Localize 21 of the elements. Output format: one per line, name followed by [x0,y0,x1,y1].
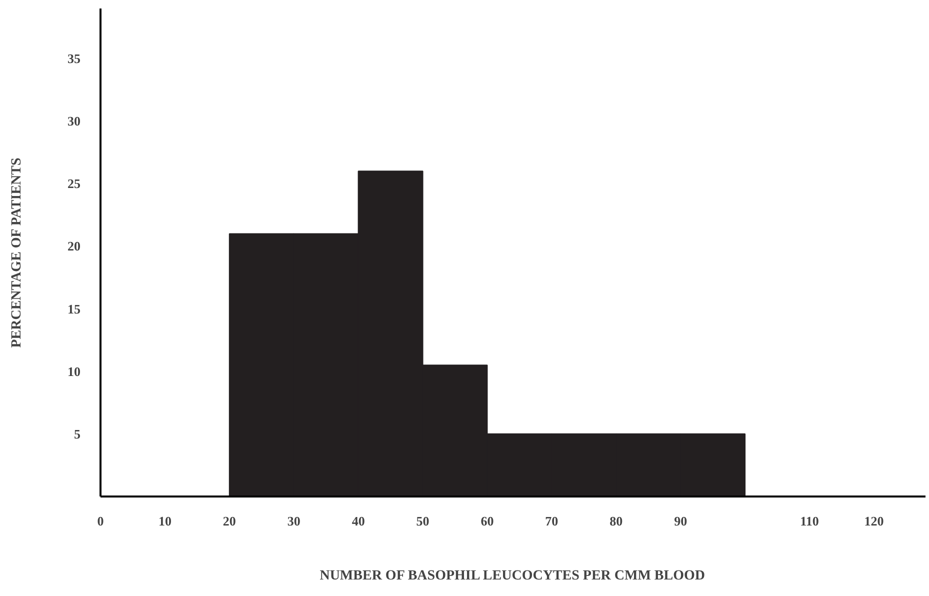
y-tick-label: 5 [74,426,81,442]
x-tick-label: 110 [800,514,819,528]
y-tick-label: 10 [68,364,80,379]
x-tick-label: 70 [545,514,558,528]
x-tick-label: 60 [480,514,494,528]
y-tick-label: 20 [68,238,80,254]
y-tick-label: 35 [68,51,81,66]
x-tick-label: 40 [352,514,365,528]
x-tick-label: 10 [158,514,172,528]
x-tick-label: 50 [416,514,430,528]
x-tick-label: 20 [222,514,236,528]
x-tick-label: 0 [97,514,104,528]
y-tick-label: 30 [68,114,80,129]
x-axis-title: NUMBER OF BASOPHIL LEUCOCYTES PER CMM BLOOD [320,568,706,584]
x-tick-label: 80 [610,514,623,528]
x-tick-label: 120 [864,514,884,528]
x-tick-label: 90 [674,514,688,528]
y-tick-label: 25 [68,176,81,192]
x-tick-label: 30 [287,514,300,528]
y-tick-label: 15 [68,301,81,316]
y-axis-title: PERCENTAGE OF PATIENTS [10,158,24,348]
